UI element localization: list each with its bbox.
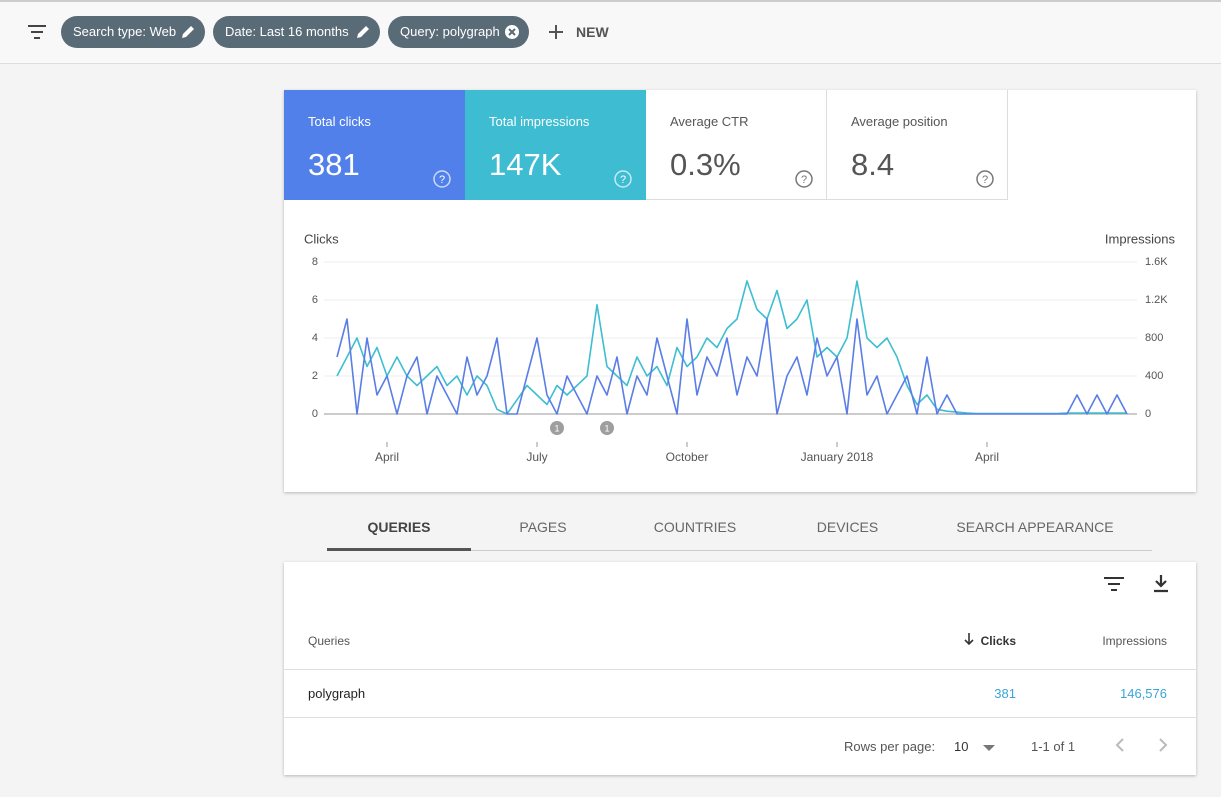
- tab[interactable]: DEVICES: [775, 519, 920, 535]
- chip-label: Search type: Web: [73, 24, 176, 39]
- x-tick-label: July: [526, 450, 547, 464]
- x-tick-label: April: [375, 450, 399, 464]
- metric-label: Total impressions: [489, 114, 589, 129]
- next-page[interactable]: [1157, 737, 1169, 753]
- y-tick-label: 0: [312, 408, 318, 420]
- new-button[interactable]: NEW: [576, 24, 609, 40]
- table-filter-icon[interactable]: [1103, 575, 1125, 593]
- page-range: 1-1 of 1: [1031, 739, 1075, 754]
- tab[interactable]: QUERIES: [327, 519, 471, 535]
- metric-tile[interactable]: Total clicks 381?: [284, 90, 465, 200]
- filter-chip[interactable]: Date: Last 16 months: [213, 16, 380, 48]
- edit-icon[interactable]: [355, 24, 371, 40]
- row-divider: [284, 717, 1196, 718]
- help-icon[interactable]: ?: [975, 169, 995, 189]
- table-card: Queries Clicks Impressions polygraph 381…: [284, 562, 1196, 775]
- y-tick-label: 2: [312, 370, 318, 382]
- metric-label: Total clicks: [308, 114, 371, 129]
- y-tick-label: 4: [312, 332, 318, 344]
- column-header[interactable]: Impressions: [1067, 634, 1167, 648]
- y2-tick-label: 800: [1145, 332, 1163, 344]
- y-tick-label: 8: [312, 256, 318, 268]
- metric-label: Average position: [851, 114, 948, 129]
- tab[interactable]: PAGES: [471, 519, 615, 535]
- annotation-label: 1: [554, 423, 559, 433]
- y2-axis-title: Impressions: [1105, 231, 1176, 246]
- x-tick-label: April: [975, 450, 999, 464]
- metric-tile[interactable]: Total impressions 147K?: [465, 90, 646, 200]
- svg-text:?: ?: [982, 174, 988, 186]
- y-tick-label: 6: [312, 294, 318, 306]
- download-icon[interactable]: [1152, 574, 1170, 594]
- table-cell: 381: [916, 686, 1016, 701]
- series-line: [337, 319, 1127, 414]
- tab-indicator: [327, 548, 471, 551]
- x-tick-label: October: [666, 450, 709, 464]
- rows-per-page-select[interactable]: 10: [954, 739, 968, 754]
- table-cell: 146,576: [1067, 686, 1167, 701]
- rows-per-page-label: Rows per page:: [844, 739, 935, 754]
- metric-value: 147K: [489, 147, 561, 183]
- column-header[interactable]: Queries: [308, 634, 350, 648]
- metric-tile[interactable]: Average position 8.4?: [827, 90, 1008, 200]
- table-cell[interactable]: polygraph: [308, 686, 365, 701]
- dropdown-icon[interactable]: [983, 744, 995, 752]
- filter-chip[interactable]: Search type: Web: [61, 16, 205, 48]
- metric-value: 8.4: [851, 147, 894, 183]
- svg-text:?: ?: [620, 174, 626, 186]
- y2-tick-label: 400: [1145, 370, 1163, 382]
- tab[interactable]: COUNTRIES: [620, 519, 770, 535]
- row-divider: [284, 669, 1196, 670]
- filter-icon[interactable]: [26, 22, 48, 42]
- x-tick-label: January 2018: [801, 450, 874, 464]
- svg-text:?: ?: [439, 174, 445, 186]
- column-header[interactable]: Clicks: [916, 634, 1016, 648]
- y2-tick-label: 1.6K: [1145, 256, 1168, 268]
- series-line: [337, 281, 1127, 414]
- y2-tick-label: 0: [1145, 408, 1151, 420]
- chart: Clicks Impressions 0 2 4 6 8 0 400 800 1.2K 1.6K A…: [284, 200, 1196, 490]
- metric-value: 0.3%: [670, 147, 741, 183]
- filter-chip[interactable]: Query: polygraph: [388, 16, 529, 48]
- help-icon[interactable]: ?: [432, 169, 452, 189]
- prev-page[interactable]: [1114, 737, 1126, 753]
- metric-label: Average CTR: [670, 114, 749, 129]
- chip-label: Query: polygraph: [400, 24, 500, 39]
- plus-icon[interactable]: [548, 24, 564, 40]
- metric-value: 381: [308, 147, 360, 183]
- annotation-label: 1: [604, 423, 609, 433]
- tab[interactable]: SEARCH APPEARANCE: [935, 519, 1135, 535]
- help-icon[interactable]: ?: [613, 169, 633, 189]
- metric-tile[interactable]: Average CTR 0.3%?: [646, 90, 827, 200]
- edit-icon[interactable]: [180, 24, 196, 40]
- remove-icon[interactable]: [504, 24, 520, 40]
- y-axis-title: Clicks: [304, 231, 339, 246]
- y2-tick-label: 1.2K: [1145, 294, 1168, 306]
- help-icon[interactable]: ?: [794, 169, 814, 189]
- chip-label: Date: Last 16 months: [225, 24, 349, 39]
- svg-text:?: ?: [801, 174, 807, 186]
